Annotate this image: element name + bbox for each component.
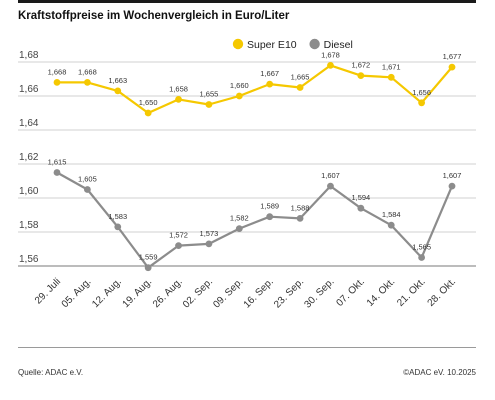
data-label: 1,572 xyxy=(169,231,188,240)
x-tick-label: 29. Juli xyxy=(33,276,63,306)
data-label: 1,667 xyxy=(260,69,279,78)
y-tick-label: 1,58 xyxy=(19,220,39,231)
data-label: 1,588 xyxy=(291,203,310,212)
data-label: 1,677 xyxy=(443,52,462,61)
data-point xyxy=(235,92,243,100)
data-point xyxy=(387,73,395,81)
data-point xyxy=(266,213,274,221)
data-point xyxy=(205,101,213,108)
x-tick-label: 30. Sep. xyxy=(302,276,336,310)
legend: Super E10 Diesel xyxy=(232,38,353,51)
data-label: 1,589 xyxy=(260,202,279,211)
line-chart: Super E10 Diesel 1,668 1,668 1,663 1,650 1,65… xyxy=(18,38,476,310)
data-point xyxy=(144,109,152,117)
data-label: 1,605 xyxy=(78,175,97,184)
data-point xyxy=(175,96,182,103)
data-point xyxy=(448,182,456,190)
data-label: 1,655 xyxy=(200,90,219,99)
x-tick-label: 14. Okt. xyxy=(365,276,398,309)
data-point xyxy=(418,254,426,261)
data-point xyxy=(53,169,61,176)
legend-label: Super E10 xyxy=(247,39,297,51)
data-point xyxy=(83,79,91,86)
data-label: 1,658 xyxy=(169,84,188,93)
data-label: 1,584 xyxy=(382,210,401,219)
data-point xyxy=(175,242,182,250)
top-rule xyxy=(18,0,476,3)
data-label: 1,582 xyxy=(230,214,249,223)
y-tick-label: 1,62 xyxy=(19,152,39,163)
y-tick-label: 1,68 xyxy=(19,50,39,61)
x-tick-label: 05. Aug. xyxy=(60,276,94,310)
y-tick-label: 1,66 xyxy=(19,84,39,95)
data-point xyxy=(205,240,213,248)
x-tick-label: 02. Sep. xyxy=(181,276,215,310)
x-tick-label: 09. Sep. xyxy=(211,276,245,310)
source-note: Quelle: ADAC e.V. xyxy=(18,368,84,377)
x-tick-label: 28. Okt. xyxy=(426,276,459,309)
data-label: 1,583 xyxy=(108,212,127,221)
series-line xyxy=(56,171,454,269)
x-tick-label: 23. Sep. xyxy=(272,276,306,310)
x-tick-label: 21. Okt. xyxy=(395,276,428,309)
data-point xyxy=(266,80,274,88)
data-label: 1,663 xyxy=(108,76,127,85)
series-layer xyxy=(53,62,456,272)
x-tick-label: 12. Aug. xyxy=(90,276,124,310)
data-point xyxy=(418,99,426,107)
data-label: 1,668 xyxy=(48,67,67,76)
y-tick-label: 1,60 xyxy=(19,186,39,197)
data-label: 1,615 xyxy=(48,158,67,167)
y-tick-label: 1,56 xyxy=(19,254,39,265)
data-point xyxy=(114,87,122,95)
data-label: 1,656 xyxy=(412,88,431,97)
y-tick-label: 1,64 xyxy=(19,118,39,129)
data-label: 1,668 xyxy=(78,67,97,76)
x-tick-label: 16. Sep. xyxy=(242,276,276,310)
data-label: 1,650 xyxy=(139,98,158,107)
footer-rule xyxy=(18,347,476,348)
data-label: 1,678 xyxy=(321,50,340,59)
data-label: 1,565 xyxy=(412,243,431,252)
data-label: 1,671 xyxy=(382,62,401,71)
data-label: 1,665 xyxy=(291,73,310,82)
data-label: 1,607 xyxy=(443,171,462,180)
data-point xyxy=(296,215,304,222)
data-point xyxy=(83,186,91,193)
data-point xyxy=(114,223,122,231)
series-line xyxy=(57,64,453,115)
data-point xyxy=(53,79,61,86)
data-point xyxy=(448,63,456,71)
data-point xyxy=(357,72,365,79)
data-labels: 1,668 1,668 1,663 1,650 1,658 1,655 1,660 1,667… xyxy=(48,50,462,261)
data-label: 1,573 xyxy=(200,229,219,238)
data-point xyxy=(387,221,395,229)
legend-marker xyxy=(309,38,320,50)
data-point xyxy=(144,264,152,272)
x-tick-label: 19. Aug. xyxy=(121,276,155,310)
data-point xyxy=(296,84,304,91)
data-label: 1,594 xyxy=(351,193,370,202)
data-label: 1,660 xyxy=(230,81,249,90)
x-tick-label: 26. Aug. xyxy=(151,276,185,310)
chart-title: Kraftstoffpreise im Wochenvergleich in E… xyxy=(18,10,290,22)
data-point xyxy=(357,204,365,212)
data-label: 1,559 xyxy=(139,253,158,262)
x-tick-label: 07. Okt. xyxy=(334,276,367,309)
data-point xyxy=(327,62,334,69)
data-label: 1,607 xyxy=(321,171,340,180)
legend-label: Diesel xyxy=(324,39,353,51)
copyright-note: ©ADAC eV. 10.2025 xyxy=(403,368,476,377)
data-point xyxy=(235,225,243,233)
data-label: 1,672 xyxy=(351,61,370,70)
data-point xyxy=(327,182,334,190)
legend-marker xyxy=(232,38,244,50)
